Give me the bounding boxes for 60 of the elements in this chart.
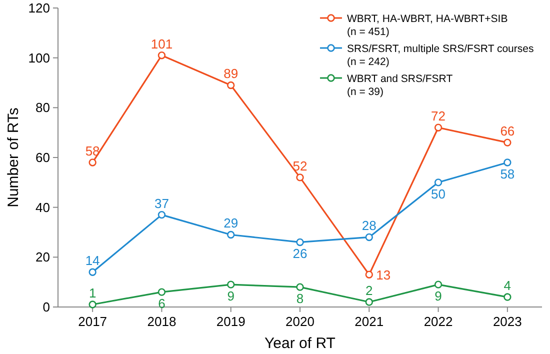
- y-tick-label: 20: [36, 250, 50, 265]
- data-label: 28: [362, 218, 376, 234]
- point: [365, 270, 373, 278]
- data-label: 9: [434, 288, 442, 304]
- data-label: 6: [158, 296, 166, 312]
- x-tick-label: 2020: [286, 314, 314, 329]
- data-label: 2: [366, 283, 373, 298]
- point: [88, 268, 96, 276]
- point: [296, 283, 304, 291]
- data-label: 29: [224, 216, 238, 231]
- data-label: 50: [431, 186, 446, 202]
- point: [88, 158, 96, 166]
- x-tick-label: 2023: [492, 314, 522, 329]
- point: [88, 300, 96, 308]
- y-axis-title: Number of RTs: [5, 108, 22, 208]
- data-label: 26: [292, 246, 308, 262]
- x-tick-label: 2022: [424, 314, 453, 329]
- point: [434, 124, 442, 132]
- point: [504, 138, 512, 146]
- data-label: 52: [292, 158, 308, 174]
- point: [227, 280, 235, 288]
- point: [434, 178, 442, 186]
- data-label: 89: [224, 66, 238, 82]
- x-tick-label: 2017: [78, 314, 108, 329]
- data-label: 37: [154, 196, 169, 211]
- x-tick-label: 2019: [216, 314, 246, 329]
- point: [227, 230, 235, 239]
- data-label: 9: [227, 288, 234, 304]
- point: [504, 158, 512, 166]
- y-tick-label: 40: [36, 200, 50, 215]
- point: [365, 233, 373, 242]
- point: [504, 293, 512, 301]
- point: [365, 298, 373, 306]
- point: [296, 174, 304, 182]
- point: [296, 238, 304, 246]
- data-label: 14: [85, 253, 100, 268]
- legend-label: SRS/FSRT, multiple SRS/FSRT courses (n = 242): [347, 43, 534, 68]
- point: [158, 51, 166, 60]
- y-tick-label: 100: [28, 50, 50, 66]
- point: [227, 81, 235, 90]
- data-label: 13: [376, 268, 391, 283]
- data-label: 66: [500, 124, 515, 139]
- y-tick-label: 120: [28, 0, 50, 16]
- x-axis-title: Year of RT: [264, 335, 336, 352]
- point: [434, 280, 442, 288]
- y-tick-label: 60: [36, 150, 50, 165]
- x-tick-label: 2021: [354, 314, 384, 329]
- legend-label: WBRT, HA-WBRT, HA-WBRT+SIB (n = 451): [347, 13, 508, 38]
- data-label: 1: [88, 286, 96, 301]
- y-tick-label: 80: [36, 100, 50, 116]
- legend-label: WBRT and SRS/FSRT (n = 39): [347, 73, 454, 98]
- point: [158, 288, 166, 296]
- x-tick-label: 2018: [147, 314, 176, 329]
- data-label: 4: [504, 278, 512, 294]
- data-label: 101: [150, 36, 173, 52]
- data-label: 72: [431, 108, 446, 124]
- y-tick-label: 0: [42, 300, 50, 314]
- data-label: 58: [500, 166, 515, 182]
- point: [158, 210, 166, 219]
- data-label: 8: [296, 291, 304, 306]
